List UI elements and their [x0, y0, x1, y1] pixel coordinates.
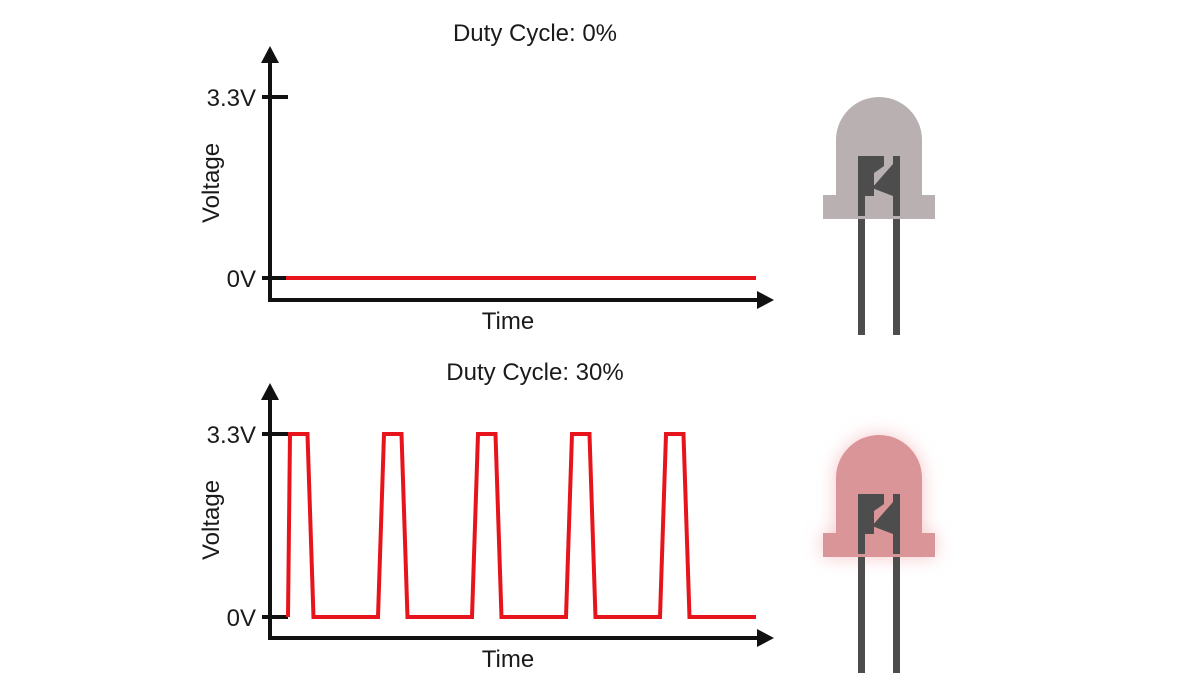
- led-off: [823, 97, 935, 335]
- panel-duty-30: Duty Cycle: 30% 3.3V 0V Voltage Time: [198, 359, 935, 673]
- led-anvil: [858, 494, 884, 534]
- led-lead-left: [858, 215, 865, 335]
- led-post: [872, 502, 893, 534]
- led-dome: [836, 97, 922, 195]
- y-axis-arrow: [261, 383, 279, 400]
- tick-low-label: 0V: [227, 605, 256, 632]
- x-axis-title: Time: [482, 308, 534, 335]
- x-axis-title: Time: [482, 646, 534, 673]
- panel-title: Duty Cycle: 30%: [446, 359, 623, 386]
- led-anvil: [858, 156, 884, 196]
- led-rim: [823, 195, 935, 219]
- panel-title: Duty Cycle: 0%: [453, 20, 617, 47]
- y-axis-title: Voltage: [198, 143, 225, 223]
- led-post: [872, 164, 893, 196]
- x-axis-arrow: [757, 291, 774, 309]
- led-lead-left: [858, 553, 865, 673]
- tick-low-label: 0V: [227, 266, 256, 293]
- y-axis-arrow: [261, 46, 279, 63]
- led-lead-right: [893, 553, 900, 673]
- tick-high-label: 3.3V: [207, 85, 256, 112]
- voltage-signal: [286, 432, 756, 619]
- y-axis-title: Voltage: [198, 480, 225, 560]
- led-dome: [836, 435, 922, 533]
- x-axis-arrow: [757, 629, 774, 647]
- tick-high-label: 3.3V: [207, 422, 256, 449]
- led-rim: [823, 533, 935, 557]
- led-on: [823, 435, 935, 673]
- led-lead-right: [893, 215, 900, 335]
- panel-duty-0: Duty Cycle: 0% 3.3V 0V Voltage Time: [198, 20, 935, 335]
